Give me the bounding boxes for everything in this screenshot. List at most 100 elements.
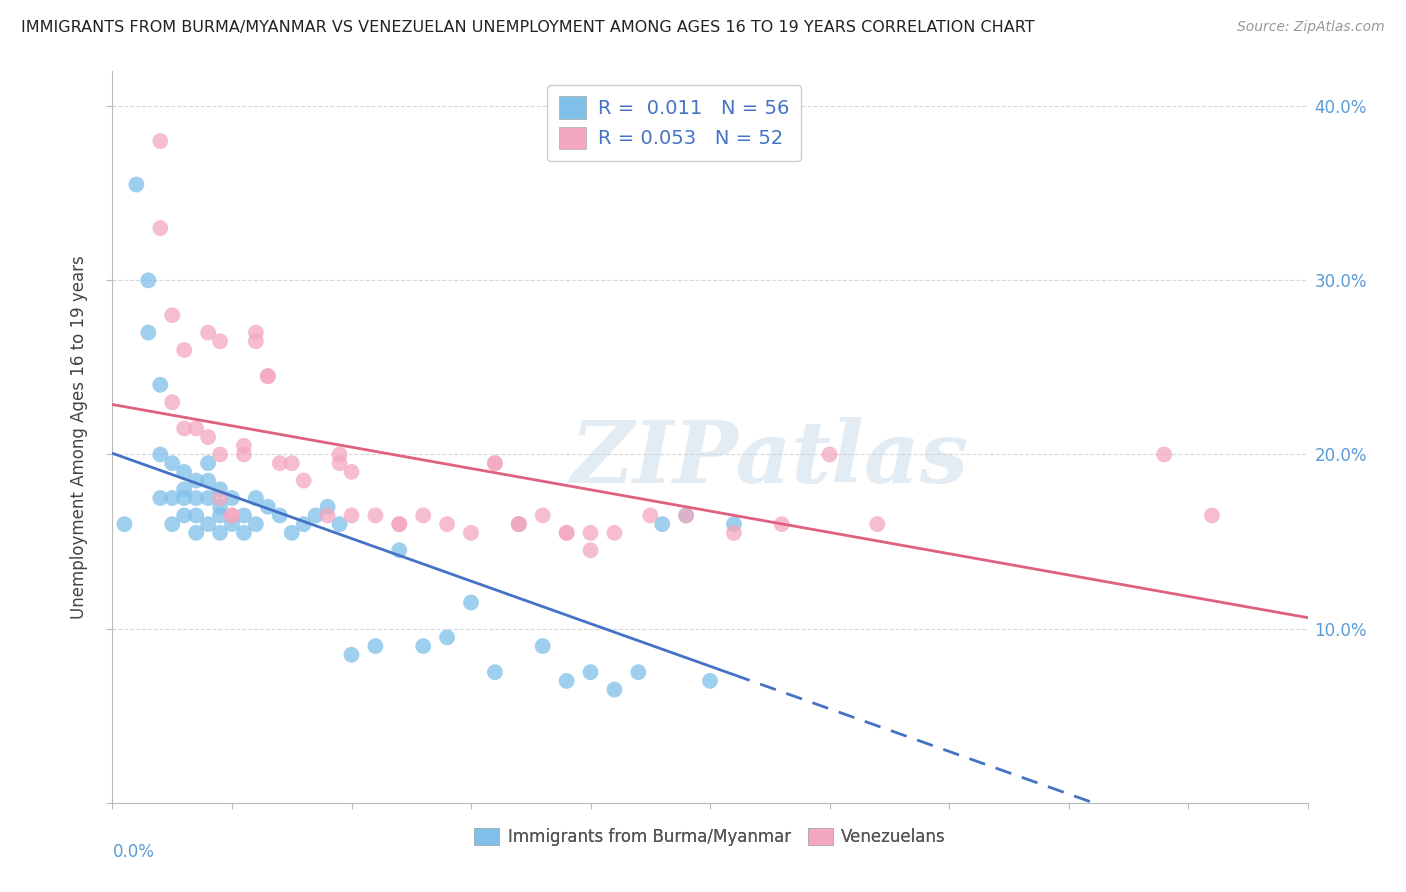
Point <box>221 508 243 523</box>
Point <box>162 308 183 322</box>
Point <box>603 525 626 540</box>
Point <box>149 134 172 148</box>
Point <box>579 665 602 680</box>
Point <box>555 673 578 688</box>
Point <box>257 369 280 384</box>
Point <box>209 334 232 349</box>
Point <box>699 673 721 688</box>
Point <box>436 631 458 645</box>
Text: Source: ZipAtlas.com: Source: ZipAtlas.com <box>1237 20 1385 34</box>
Point <box>675 508 697 523</box>
Point <box>221 491 243 505</box>
Point <box>388 517 411 532</box>
Point <box>305 508 328 523</box>
Point <box>245 326 267 340</box>
Point <box>281 525 304 540</box>
Point <box>233 439 256 453</box>
Point <box>292 517 315 532</box>
Text: 0.0%: 0.0% <box>112 843 155 861</box>
Point <box>640 508 662 523</box>
Point <box>173 421 195 435</box>
Point <box>138 273 160 287</box>
Point <box>508 517 530 532</box>
Point <box>173 465 195 479</box>
Point <box>484 456 506 470</box>
Point <box>245 517 267 532</box>
Point <box>555 525 578 540</box>
Point <box>651 517 673 532</box>
Point <box>209 508 232 523</box>
Point <box>364 639 387 653</box>
Point <box>209 525 232 540</box>
Point <box>209 500 232 514</box>
Point <box>197 326 219 340</box>
Point <box>162 491 183 505</box>
Point <box>508 517 530 532</box>
Point <box>1201 508 1223 523</box>
Point <box>603 682 626 697</box>
Point <box>173 508 195 523</box>
Point <box>221 508 243 523</box>
Point <box>125 178 148 192</box>
Point <box>292 474 315 488</box>
Point <box>209 448 232 462</box>
Point <box>627 665 650 680</box>
Point <box>269 456 291 470</box>
Point <box>579 525 602 540</box>
Point <box>186 491 208 505</box>
Point <box>186 474 208 488</box>
Point <box>555 525 578 540</box>
Point <box>329 456 352 470</box>
Y-axis label: Unemployment Among Ages 16 to 19 years: Unemployment Among Ages 16 to 19 years <box>70 255 89 619</box>
Point <box>531 639 554 653</box>
Point <box>186 421 208 435</box>
Point <box>162 395 183 409</box>
Point <box>436 517 458 532</box>
Point <box>162 456 183 470</box>
Point <box>316 508 339 523</box>
Point <box>484 665 506 680</box>
Point <box>1153 448 1175 462</box>
Point <box>233 448 256 462</box>
Point <box>149 377 172 392</box>
Point <box>197 430 219 444</box>
Point <box>723 517 745 532</box>
Text: ZIPatlas: ZIPatlas <box>571 417 969 500</box>
Point <box>388 543 411 558</box>
Point <box>197 491 219 505</box>
Point <box>114 517 135 532</box>
Point <box>340 508 363 523</box>
Point <box>329 517 352 532</box>
Point <box>269 508 291 523</box>
Point <box>340 648 363 662</box>
Point <box>173 491 195 505</box>
Point <box>221 517 243 532</box>
Point <box>186 508 208 523</box>
Point <box>329 448 352 462</box>
Point <box>233 508 256 523</box>
Point <box>281 456 304 470</box>
Legend: Immigrants from Burma/Myanmar, Venezuelans: Immigrants from Burma/Myanmar, Venezuela… <box>468 822 952 853</box>
Point <box>138 326 160 340</box>
Point <box>866 517 889 532</box>
Point <box>412 508 434 523</box>
Point <box>149 491 172 505</box>
Point <box>531 508 554 523</box>
Point <box>257 500 280 514</box>
Point <box>209 483 232 497</box>
Point <box>723 525 745 540</box>
Point <box>770 517 793 532</box>
Point <box>340 465 363 479</box>
Point <box>316 500 339 514</box>
Point <box>818 448 841 462</box>
Point <box>579 543 602 558</box>
Point <box>484 456 506 470</box>
Text: IMMIGRANTS FROM BURMA/MYANMAR VS VENEZUELAN UNEMPLOYMENT AMONG AGES 16 TO 19 YEA: IMMIGRANTS FROM BURMA/MYANMAR VS VENEZUE… <box>21 20 1035 35</box>
Point <box>173 483 195 497</box>
Point <box>197 517 219 532</box>
Point <box>257 369 280 384</box>
Point <box>233 525 256 540</box>
Point <box>364 508 387 523</box>
Point <box>186 525 208 540</box>
Point <box>209 491 232 505</box>
